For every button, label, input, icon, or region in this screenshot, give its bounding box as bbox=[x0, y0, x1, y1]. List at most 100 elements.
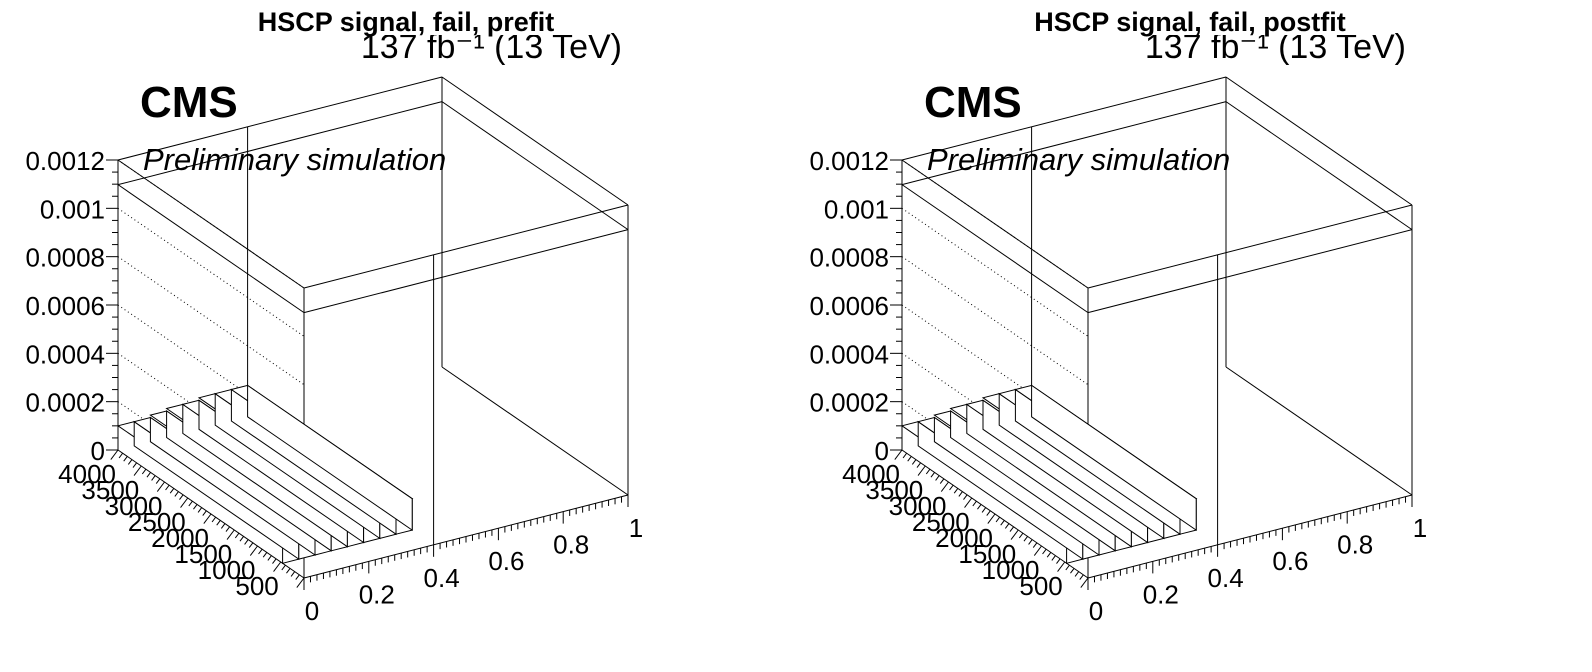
z-tick-label: 0.001 bbox=[824, 194, 889, 224]
y-tick bbox=[249, 545, 258, 556]
y-tick bbox=[1056, 558, 1061, 564]
z-gridline bbox=[117, 207, 305, 337]
y-tick bbox=[925, 468, 931, 475]
z-tick-label: 0.0006 bbox=[25, 291, 105, 321]
y-tick-label: 1000 bbox=[198, 555, 256, 585]
z-gridline bbox=[117, 256, 305, 386]
y-tick bbox=[987, 513, 996, 524]
z-tick-label: 0.0012 bbox=[25, 146, 105, 176]
envelope-edge bbox=[1225, 101, 1413, 231]
y-tick-label: 500 bbox=[235, 571, 278, 601]
envelope-edge bbox=[901, 184, 1089, 314]
y-tick-label: 4000 bbox=[842, 459, 900, 489]
y-tick bbox=[258, 548, 263, 555]
y-tick bbox=[127, 459, 133, 465]
y-tick bbox=[193, 504, 198, 510]
y-tick bbox=[953, 488, 959, 494]
title-mask bbox=[989, 2, 1379, 35]
y-tick bbox=[1028, 539, 1033, 545]
frame-edge bbox=[441, 76, 629, 206]
y-tick bbox=[1042, 548, 1047, 555]
y-tick bbox=[1032, 542, 1038, 548]
y-tick bbox=[986, 510, 991, 516]
y-tick bbox=[1010, 529, 1019, 540]
y-tick bbox=[174, 491, 179, 497]
y-tick bbox=[894, 449, 903, 460]
y-tick-label: 2500 bbox=[128, 507, 186, 537]
chart-panel-postfit: 137 fb⁻¹ (13 TeV) HSCP signal, fail, pos… bbox=[784, 0, 1568, 672]
data-columns bbox=[116, 384, 414, 564]
y-tick bbox=[1046, 552, 1052, 558]
y-tick bbox=[141, 468, 147, 475]
title-mask bbox=[205, 2, 595, 35]
y-tick-label: 3500 bbox=[865, 475, 923, 505]
y-tick-label: 3500 bbox=[81, 475, 139, 505]
z-gridline bbox=[901, 207, 1089, 337]
z-gridline bbox=[117, 159, 305, 289]
z-tick-label: 0.0004 bbox=[25, 339, 105, 369]
y-tick bbox=[202, 510, 207, 516]
plot-title: HSCP signal, fail, prefit bbox=[258, 7, 555, 37]
y-tick bbox=[1074, 571, 1080, 577]
envelope-edge bbox=[117, 184, 305, 314]
y-tick bbox=[239, 536, 244, 542]
z-tick-label: 0.0008 bbox=[25, 243, 105, 273]
y-tick bbox=[156, 481, 165, 492]
lego-column bbox=[1014, 384, 1198, 535]
y-tick bbox=[916, 462, 922, 468]
y-tick bbox=[225, 526, 231, 532]
y-tick bbox=[226, 529, 235, 540]
y-tick bbox=[949, 484, 954, 491]
y-tick bbox=[1018, 532, 1024, 539]
chart-panel-prefit: 137 fb⁻¹ (13 TeV) HSCP signal, fail, pre… bbox=[0, 0, 784, 672]
plot-title: HSCP signal, fail, postfit bbox=[1034, 7, 1346, 37]
y-tick bbox=[211, 516, 217, 523]
y-tick-label: 500 bbox=[1019, 571, 1062, 601]
y-tick bbox=[290, 571, 296, 577]
z-tick-label: 0.0002 bbox=[25, 388, 105, 418]
y-tick bbox=[180, 497, 189, 508]
y-tick bbox=[267, 555, 272, 561]
y-tick bbox=[1000, 520, 1005, 526]
y-tick bbox=[110, 449, 119, 460]
y-tick bbox=[151, 475, 156, 481]
x-tick-label: 0.6 bbox=[1272, 546, 1308, 576]
y-tick bbox=[911, 459, 917, 465]
envelope-edge bbox=[117, 101, 443, 186]
y-tick bbox=[940, 481, 949, 492]
frame-edge bbox=[1225, 76, 1413, 206]
y-tick bbox=[262, 552, 268, 558]
axis-ticks bbox=[890, 159, 1413, 590]
z-gridline bbox=[901, 159, 1089, 289]
axis-tick-labels: 0 0.0002 0.0004 0.0006 0.0008 0.001 0.0012 0 0.2… bbox=[25, 146, 643, 626]
y-tick-label: 3000 bbox=[889, 491, 947, 521]
x-tick-label: 0.4 bbox=[1208, 563, 1244, 593]
x-tick-label: 0.2 bbox=[1143, 579, 1179, 609]
y-tick bbox=[1033, 545, 1042, 556]
preliminary-label: Preliminary simulation bbox=[927, 142, 1230, 177]
y-tick bbox=[963, 494, 968, 500]
z-tick-label: 0 bbox=[875, 436, 889, 466]
y-tick-label: 1500 bbox=[958, 539, 1016, 569]
envelope-edge bbox=[303, 229, 629, 314]
y-tick bbox=[220, 523, 226, 529]
y-tick bbox=[1080, 577, 1089, 588]
y-tick bbox=[981, 507, 987, 513]
y-tick bbox=[296, 577, 305, 588]
z-tick-label: 0.0004 bbox=[809, 339, 889, 369]
y-tick bbox=[273, 561, 282, 572]
y-tick bbox=[118, 452, 124, 459]
lego-column bbox=[230, 384, 414, 535]
z-tick-label: 0.0012 bbox=[809, 146, 889, 176]
cms-label: CMS bbox=[924, 78, 1022, 127]
y-tick bbox=[155, 478, 161, 484]
lego-plot-postfit: 137 fb⁻¹ (13 TeV) HSCP signal, fail, pos… bbox=[809, 2, 1427, 626]
frame-edge bbox=[441, 366, 629, 496]
x-tick-label: 0 bbox=[1089, 596, 1103, 626]
y-tick bbox=[197, 507, 203, 513]
y-tick bbox=[248, 542, 254, 548]
y-tick bbox=[939, 478, 945, 484]
y-tick bbox=[907, 456, 912, 462]
y-tick bbox=[964, 497, 973, 508]
cms-label: CMS bbox=[140, 78, 238, 127]
